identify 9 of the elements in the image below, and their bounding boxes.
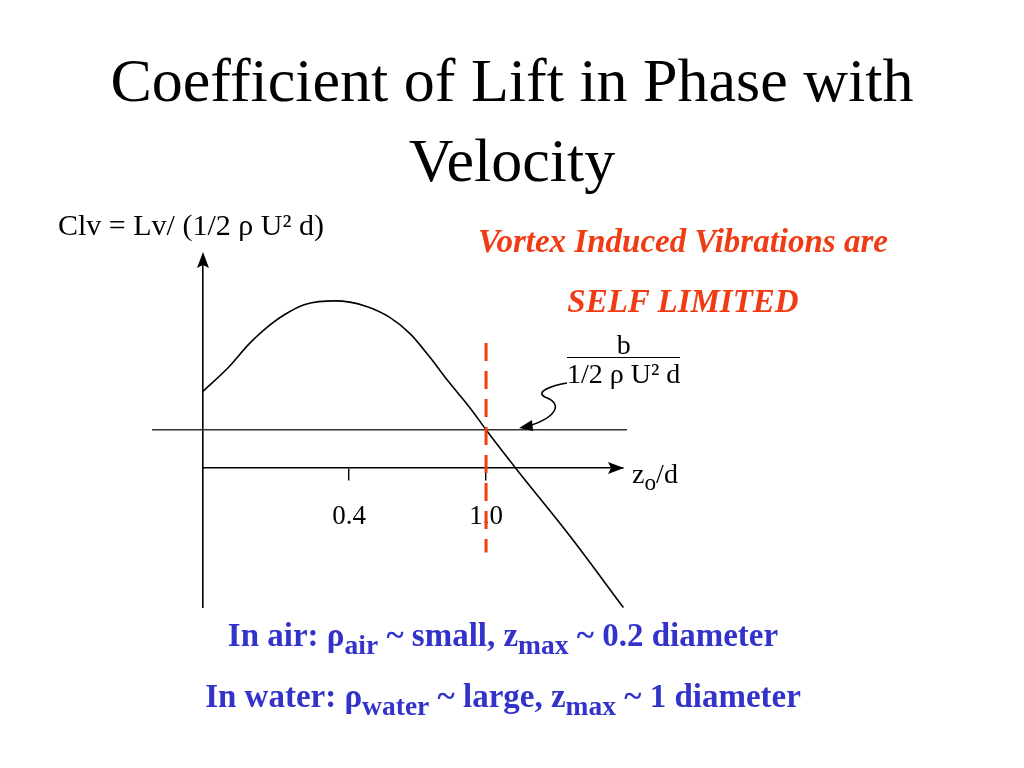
- text: In water: ρ$_{water}$ ~ large, z$_{max}$ ~ 1 diameter: [205, 677, 801, 723]
- y-axis-title: Clv = Lv/ (1/2 ρ U² d): [58, 208, 324, 242]
- x-tick-label: 0.4: [332, 500, 367, 531]
- chart-title: Coefficient of Lift in Phase with Velocity: [109, 45, 915, 196]
- text: In air: ρ$_{air}$ ~ small, z$_{max}$ ~ 0.2 diameter: [227, 616, 779, 662]
- text: Vortex Induced Vibrations are: [478, 222, 888, 261]
- annotation: SELF LIMITED: [567, 282, 799, 321]
- ref-line-label: b 1/2 ρ U² d: [567, 328, 681, 390]
- x-axis-title: z$_{o}$/d: [632, 458, 678, 497]
